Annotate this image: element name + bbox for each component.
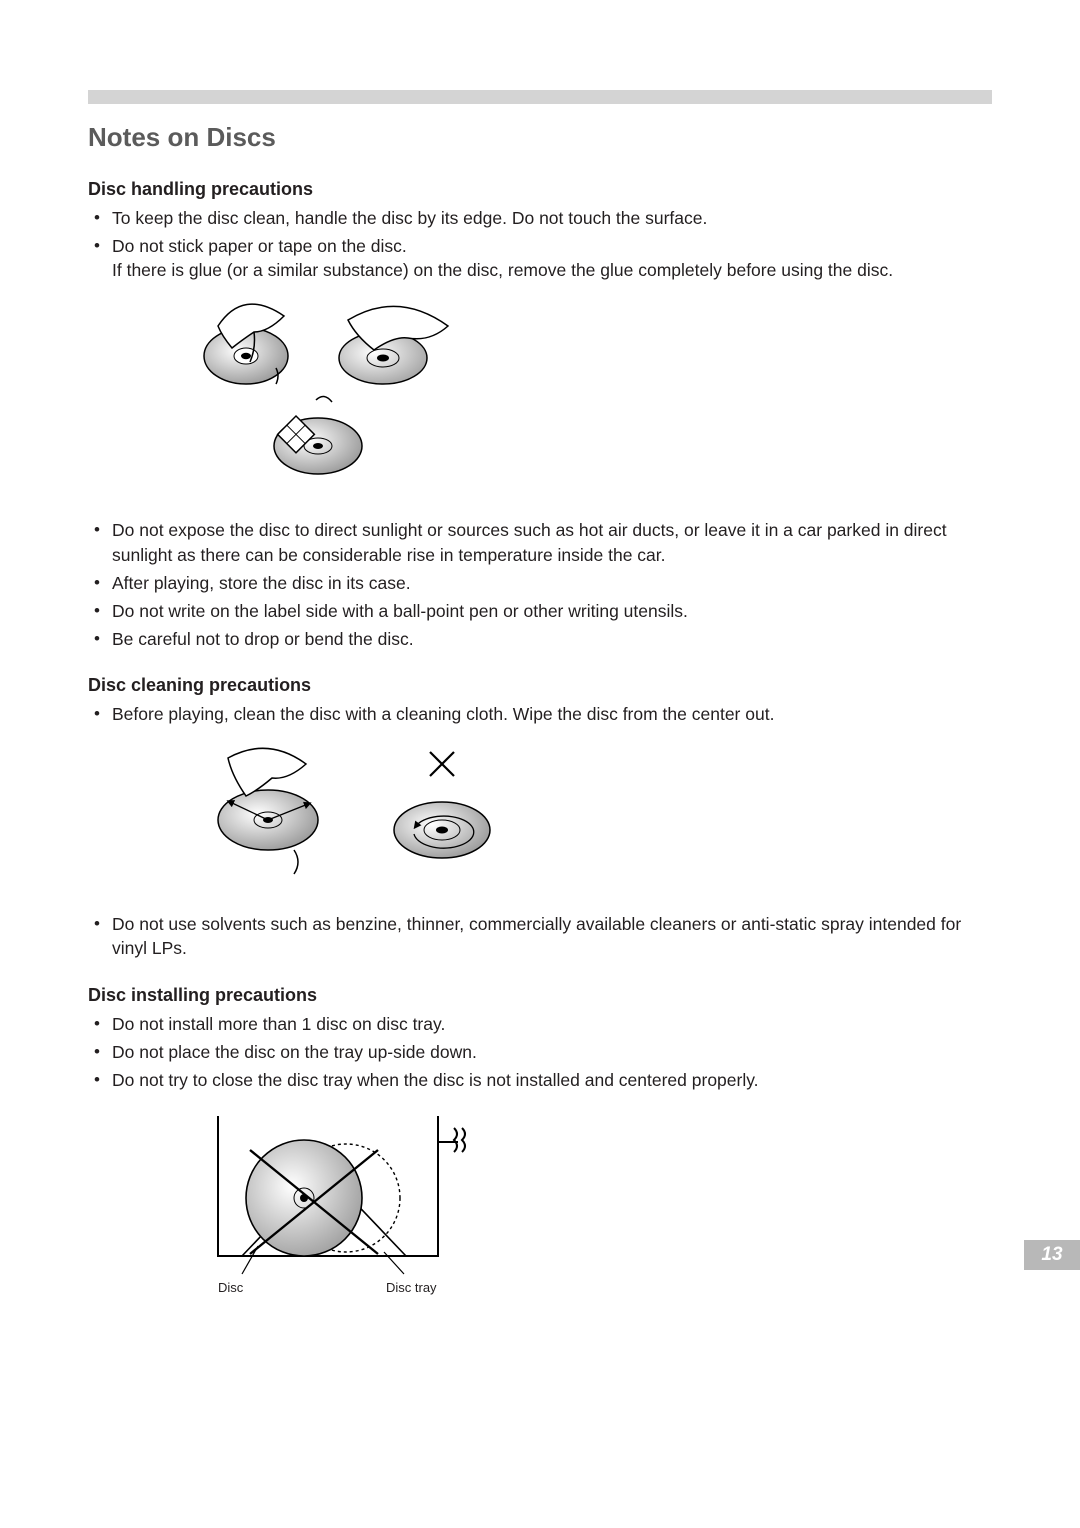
list-item-continuation: If there is glue (or a similar substance… — [112, 258, 992, 282]
label-disc-tray: Disc tray — [386, 1280, 437, 1295]
list-item: Do not use solvents such as benzine, thi… — [88, 912, 992, 960]
label-disc: Disc — [218, 1280, 243, 1295]
cleaning-list-bottom: Do not use solvents such as benzine, thi… — [88, 912, 992, 960]
list-item: Be careful not to drop or bend the disc. — [88, 627, 992, 651]
list-item: After playing, store the disc in its cas… — [88, 571, 992, 595]
list-item: Do not stick paper or tape on the disc. … — [88, 234, 992, 282]
list-item: Do not write on the label side with a ba… — [88, 599, 992, 623]
cleaning-section: Disc cleaning precautions Before playing… — [88, 675, 992, 960]
handling-section: Disc handling precautions To keep the di… — [88, 179, 992, 651]
list-item-text: Do not stick paper or tape on the disc. — [112, 236, 407, 256]
section-title: Notes on Discs — [88, 122, 992, 153]
list-item: Before playing, clean the disc with a cl… — [88, 702, 992, 726]
installing-heading: Disc installing precautions — [88, 985, 992, 1006]
handling-list-top: To keep the disc clean, handle the disc … — [88, 206, 992, 282]
list-item: Do not try to close the disc tray when t… — [88, 1068, 992, 1092]
list-item: To keep the disc clean, handle the disc … — [88, 206, 992, 230]
handling-list-bottom: Do not expose the disc to direct sunligh… — [88, 518, 992, 651]
list-item: Do not place the disc on the tray up-sid… — [88, 1040, 992, 1064]
cleaning-illustration — [198, 740, 992, 890]
list-item: Do not install more than 1 disc on disc … — [88, 1012, 992, 1036]
manual-page: Notes on Discs Disc handling precautions… — [0, 0, 1080, 1528]
handling-illustration — [198, 296, 992, 496]
cleaning-heading: Disc cleaning precautions — [88, 675, 992, 696]
header-bar — [88, 90, 992, 104]
list-item: Do not expose the disc to direct sunligh… — [88, 518, 992, 566]
handling-heading: Disc handling precautions — [88, 179, 992, 200]
installing-section: Disc installing precautions Do not insta… — [88, 985, 992, 1286]
cleaning-list-top: Before playing, clean the disc with a cl… — [88, 702, 992, 726]
installing-illustration: Disc Disc tray — [208, 1106, 992, 1286]
page-number: 13 — [1024, 1240, 1080, 1270]
installing-list: Do not install more than 1 disc on disc … — [88, 1012, 992, 1092]
